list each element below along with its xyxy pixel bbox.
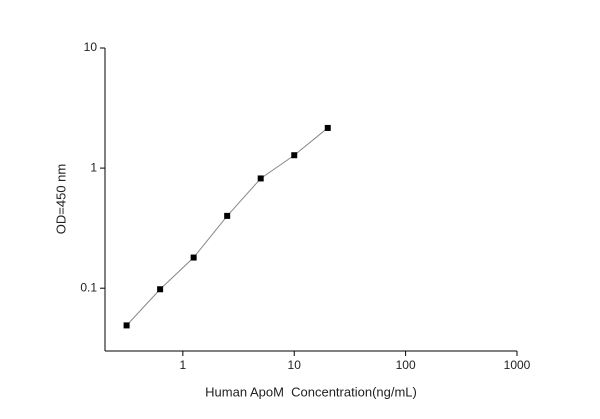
y-tick-label: 0.1	[80, 280, 97, 294]
y-axis-label: OD=450 nm	[53, 164, 68, 234]
x-tick-label: 1000	[504, 358, 531, 372]
data-point	[324, 124, 331, 131]
data-point	[257, 175, 264, 182]
y-tick-label: 10	[84, 40, 98, 54]
y-tick-label: 1	[90, 160, 97, 174]
x-tick-label: 100	[396, 358, 416, 372]
data-point	[157, 286, 164, 293]
series-line	[126, 127, 329, 326]
data-point	[291, 152, 298, 159]
data-point	[224, 212, 231, 219]
x-axis-label: Human ApoM Concentration(ng/mL)	[205, 384, 417, 399]
data-point	[190, 254, 197, 261]
x-tick-label: 1	[180, 358, 187, 372]
x-tick-label: 10	[288, 358, 302, 372]
data-point	[123, 322, 130, 329]
